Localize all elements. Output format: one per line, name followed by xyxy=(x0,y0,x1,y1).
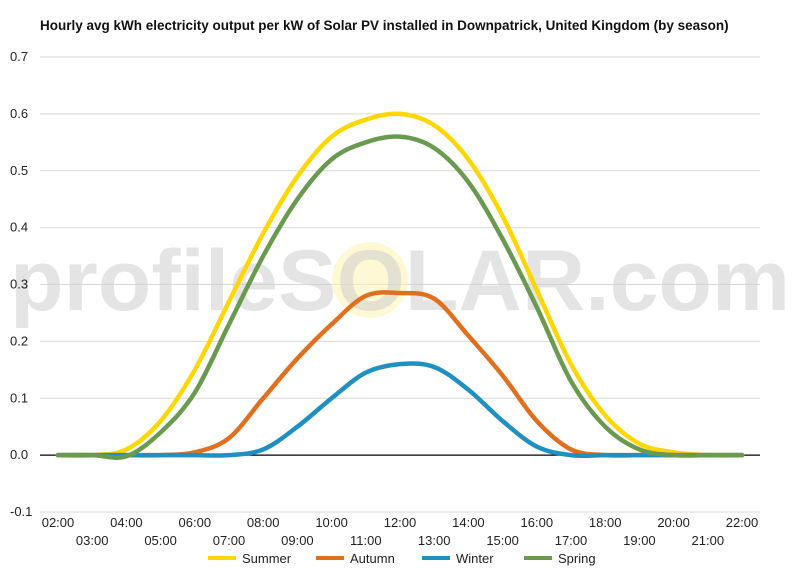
x-tick-label: 20:00 xyxy=(657,515,690,530)
series-line-summer xyxy=(55,111,745,458)
series-line-spring xyxy=(55,134,745,460)
series-lines xyxy=(55,111,745,460)
y-axis-ticks: -0.1 0.0 0.1 0.2 0.3 0.4 0.5 0.6 0.7 xyxy=(10,49,32,519)
x-tick-label: 19:00 xyxy=(623,533,656,545)
y-tick-label: 0.7 xyxy=(10,49,28,64)
legend-item-spring: Spring xyxy=(524,549,596,567)
y-tick-label: -0.1 xyxy=(10,504,32,519)
y-tick-label: 0.3 xyxy=(10,277,28,292)
x-tick-label: 08:00 xyxy=(247,515,280,530)
x-tick-label: 22:00 xyxy=(726,515,759,530)
x-axis-ticks: 02:0003:0004:0005:0006:0007:0008:0009:00… xyxy=(42,515,759,545)
watermark: profileSOLAR.com xyxy=(10,233,790,329)
x-tick-label: 11:00 xyxy=(350,533,382,545)
legend-item-winter: Winter xyxy=(422,549,494,567)
y-tick-label: 0.4 xyxy=(10,220,28,235)
x-tick-label: 10:00 xyxy=(315,515,348,530)
watermark-text: profileSOLAR.com xyxy=(10,233,790,329)
chart-title: Hourly avg kWh electricity output per kW… xyxy=(40,18,729,33)
legend-label: Winter xyxy=(456,550,494,566)
x-tick-label: 14:00 xyxy=(452,515,485,530)
legend-swatch xyxy=(316,556,344,560)
y-tick-label: 0.0 xyxy=(10,447,28,462)
x-tick-label: 09:00 xyxy=(281,533,314,545)
x-tick-label: 03:00 xyxy=(76,533,109,545)
legend-item-autumn: Autumn xyxy=(316,549,395,567)
x-tick-label: 05:00 xyxy=(144,533,177,545)
x-tick-label: 04:00 xyxy=(110,515,143,530)
watermark-sun-icon xyxy=(332,242,408,318)
legend-swatch xyxy=(208,556,236,560)
legend-swatch xyxy=(524,556,552,560)
x-tick-label: 02:00 xyxy=(42,515,75,530)
x-tick-label: 15:00 xyxy=(486,533,519,545)
y-tick-label: 0.2 xyxy=(10,333,28,348)
line-chart: profileSOLAR.com -0.1 0.0 0.1 0.2 0.3 0.4 0.5 0… xyxy=(10,49,790,545)
x-tick-label: 07:00 xyxy=(213,533,246,545)
y-tick-label: 0.6 xyxy=(10,106,28,121)
x-tick-label: 16:00 xyxy=(521,515,554,530)
x-tick-label: 17:00 xyxy=(555,533,588,545)
legend-label: Spring xyxy=(558,550,596,566)
series-line-winter xyxy=(55,361,745,458)
legend-label: Summer xyxy=(242,550,292,566)
legend-swatch xyxy=(422,556,450,560)
x-tick-label: 18:00 xyxy=(589,515,622,530)
y-tick-label: 0.1 xyxy=(10,390,28,405)
y-tick-label: 0.5 xyxy=(10,163,28,178)
legend: Summer Autumn Winter Spring xyxy=(0,549,800,567)
x-tick-label: 13:00 xyxy=(418,533,451,545)
x-tick-label: 21:00 xyxy=(692,533,725,545)
legend-item-summer: Summer xyxy=(208,549,291,567)
legend-label: Autumn xyxy=(350,550,395,566)
x-tick-label: 06:00 xyxy=(179,515,212,530)
x-tick-label: 12:00 xyxy=(384,515,417,530)
